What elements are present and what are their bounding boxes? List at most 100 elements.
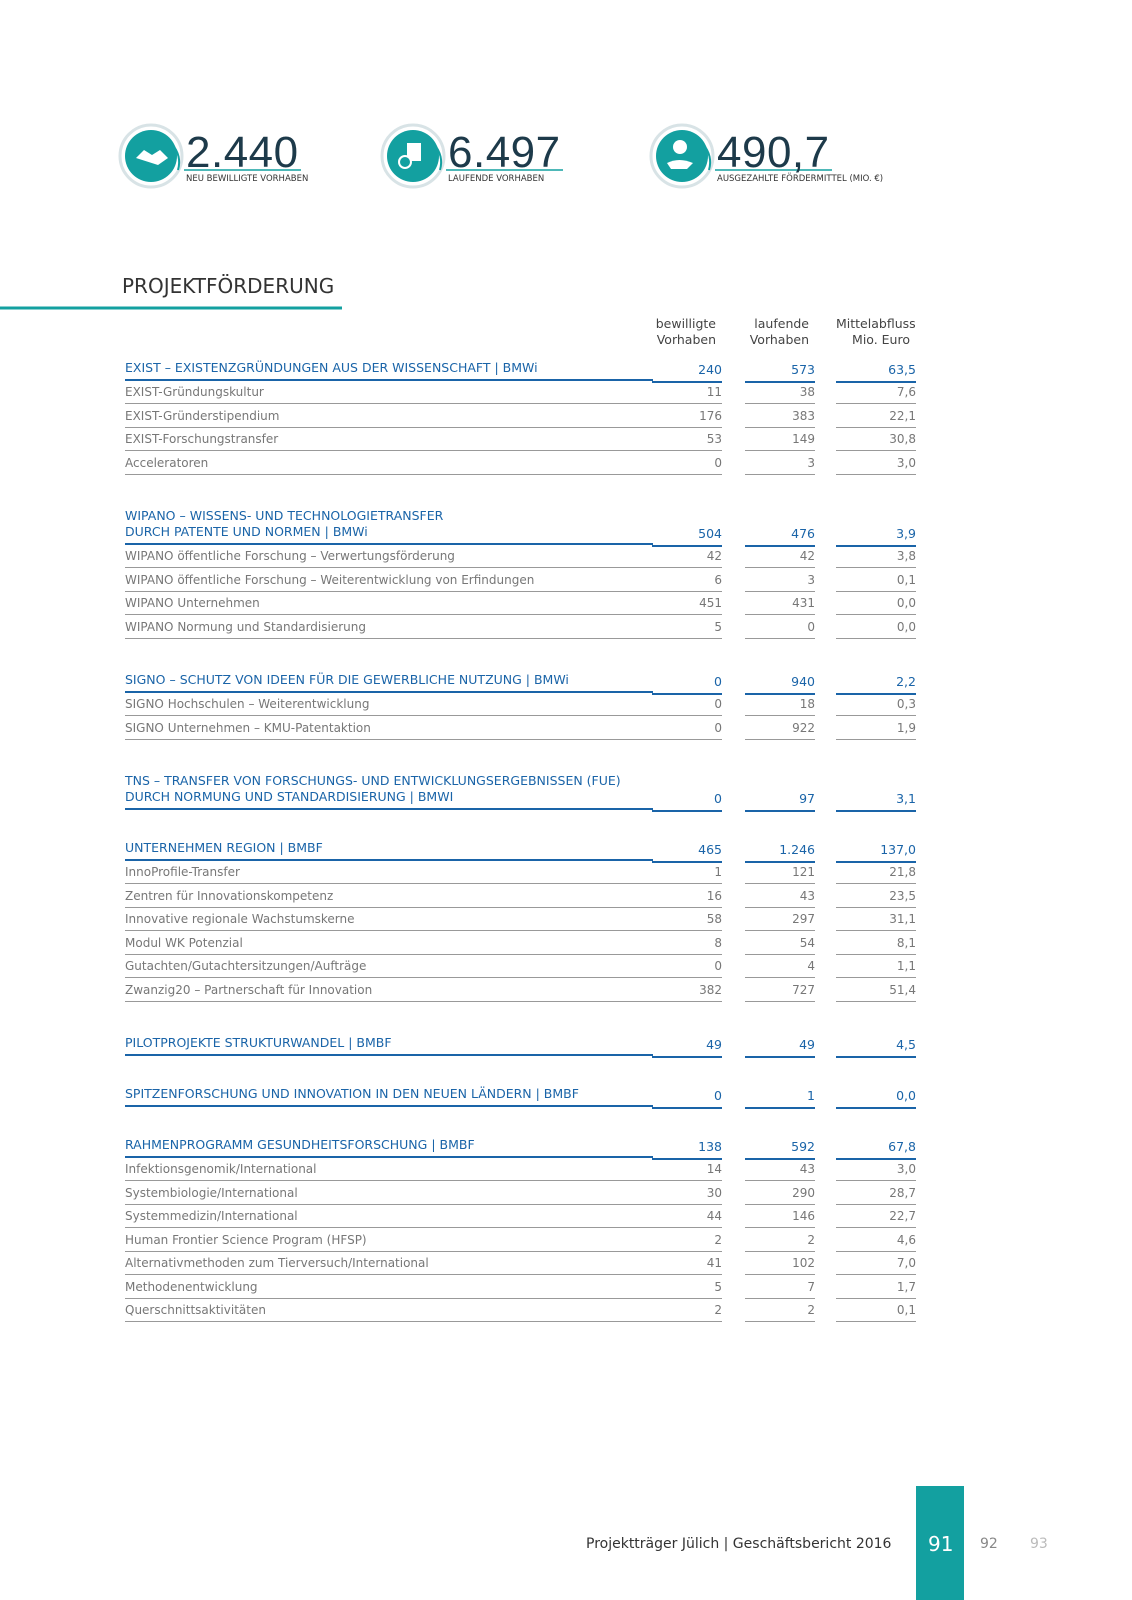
row-value: 23,5 [836, 888, 916, 908]
decor [0, 123, 832, 310]
row-value: 41 [652, 1255, 722, 1275]
group-value: 0,0 [836, 1086, 916, 1109]
group-value: 137,0 [836, 840, 916, 863]
row-value: 0,1 [836, 1302, 916, 1322]
row-value: 3,8 [836, 548, 916, 568]
column-header: laufende [754, 316, 809, 331]
group-value: 3,9 [836, 508, 916, 547]
group-title: EXIST – EXISTENZGRÜNDUNGEN AUS DER WISSE… [125, 360, 653, 381]
row-value: 54 [745, 935, 815, 955]
row-value: 0,3 [836, 696, 916, 716]
row-value: 922 [745, 720, 815, 740]
group-value: 67,8 [836, 1137, 916, 1160]
group-value: 2,2 [836, 672, 916, 695]
stat-icon [118, 123, 184, 189]
row-label: Modul WK Potenzial [125, 935, 653, 955]
row-value: 51,4 [836, 982, 916, 1002]
row-label: Querschnittsaktivitäten [125, 1302, 653, 1322]
stat-icon [380, 123, 446, 189]
row-value: 28,7 [836, 1185, 916, 1205]
row-value: 1,9 [836, 720, 916, 740]
row-value: 7,0 [836, 1255, 916, 1275]
group-title-line: WIPANO – WISSENS- UND TECHNOLOGIETRANSFE… [125, 508, 444, 523]
group-value: 0 [652, 672, 722, 695]
row-value: 58 [652, 911, 722, 931]
page-number: 91 [928, 1532, 954, 1556]
group-title: PILOTPROJEKTE STRUKTURWANDEL | BMBF [125, 1035, 653, 1056]
row-value: 16 [652, 888, 722, 908]
footer-text: Projektträger Jülich | Geschäftsbericht … [586, 1536, 892, 1552]
row-value: 5 [652, 619, 722, 639]
group-value: 476 [745, 508, 815, 547]
row-label: Systemmedizin/International [125, 1208, 653, 1228]
group-title: RAHMENPROGRAMM GESUNDHEITSFORSCHUNG | BM… [125, 1137, 653, 1158]
row-value: 2 [745, 1232, 815, 1252]
group-title: SIGNO – SCHUTZ VON IDEEN FÜR DIE GEWERBL… [125, 672, 653, 693]
row-value: 30 [652, 1185, 722, 1205]
row-value: 1,7 [836, 1279, 916, 1299]
row-label: Systembiologie/International [125, 1185, 653, 1205]
row-label: SIGNO Hochschulen – Weiterentwicklung [125, 696, 653, 716]
stat-value: 6.497 [448, 128, 561, 177]
row-value: 7,6 [836, 384, 916, 404]
row-label: Zentren für Innovationskompetenz [125, 888, 653, 908]
column-header: Vorhaben [749, 332, 809, 347]
stat-value: 2.440 [186, 128, 299, 177]
row-value: 121 [745, 864, 815, 884]
group-value: 940 [745, 672, 815, 695]
row-value: 4,6 [836, 1232, 916, 1252]
group-title: SPITZENFORSCHUNG UND INNOVATION IN DEN N… [125, 1086, 653, 1107]
row-label: Acceleratoren [125, 455, 653, 475]
group-value: 240 [652, 360, 722, 383]
row-value: 2 [652, 1302, 722, 1322]
group-value: 592 [745, 1137, 815, 1160]
row-value: 2 [652, 1232, 722, 1252]
row-label: Infektionsgenomik/International [125, 1161, 653, 1181]
row-value: 43 [745, 888, 815, 908]
row-value: 3,0 [836, 455, 916, 475]
row-label: SIGNO Unternehmen – KMU-Patentaktion [125, 720, 653, 740]
group-value: 49 [745, 1035, 815, 1058]
row-value: 0 [652, 696, 722, 716]
group-value: 138 [652, 1137, 722, 1160]
row-label: WIPANO Normung und Standardisierung [125, 619, 653, 639]
row-value: 21,8 [836, 864, 916, 884]
group-title-line: DURCH NORMUNG UND STANDARDISIERUNG | BMW… [125, 789, 454, 804]
row-value: 42 [652, 548, 722, 568]
group-title: TNS – TRANSFER VON FORSCHUNGS- UND ENTWI… [125, 773, 653, 810]
row-label: WIPANO öffentliche Forschung – Verwertun… [125, 548, 653, 568]
row-label: Alternativmethoden zum Tierversuch/Inter… [125, 1255, 653, 1275]
row-value: 44 [652, 1208, 722, 1228]
group-value: 49 [652, 1035, 722, 1058]
row-value: 3,0 [836, 1161, 916, 1181]
row-value: 0,0 [836, 619, 916, 639]
group-value: 1 [745, 1086, 815, 1109]
row-label: Gutachten/Gutachtersitzungen/Aufträge [125, 958, 653, 978]
row-value: 3 [745, 455, 815, 475]
row-value: 7 [745, 1279, 815, 1299]
group-title-line: SIGNO – SCHUTZ VON IDEEN FÜR DIE GEWERBL… [125, 672, 569, 687]
row-label: Human Frontier Science Program (HFSP) [125, 1232, 653, 1252]
row-label: Methodenentwicklung [125, 1279, 653, 1299]
row-value: 30,8 [836, 431, 916, 451]
column-header: bewilligte [655, 316, 716, 331]
column-header: Mio. Euro [852, 332, 910, 347]
group-value: 63,5 [836, 360, 916, 383]
stat-label: AUSGEZAHLTE FÖRDERMITTEL (MIO. €) [717, 174, 884, 184]
row-value: 38 [745, 384, 815, 404]
page-number: 92 [980, 1536, 998, 1552]
row-label: WIPANO Unternehmen [125, 595, 653, 615]
row-label: EXIST-Gründerstipendium [125, 408, 653, 428]
row-value: 5 [652, 1279, 722, 1299]
row-value: 146 [745, 1208, 815, 1228]
group-title: UNTERNEHMEN REGION | BMBF [125, 840, 653, 861]
group-title-line: DURCH PATENTE UND NORMEN | BMWi [125, 524, 368, 539]
group-title: WIPANO – WISSENS- UND TECHNOLOGIETRANSFE… [125, 508, 653, 545]
group-value: 3,1 [836, 773, 916, 812]
column-header: Mittelabfluss [836, 316, 916, 331]
group-value: 1.246 [745, 840, 815, 863]
row-value: 149 [745, 431, 815, 451]
row-value: 11 [652, 384, 722, 404]
section-title: PROJEKTFÖRDERUNG [122, 274, 335, 298]
row-value: 0 [745, 619, 815, 639]
